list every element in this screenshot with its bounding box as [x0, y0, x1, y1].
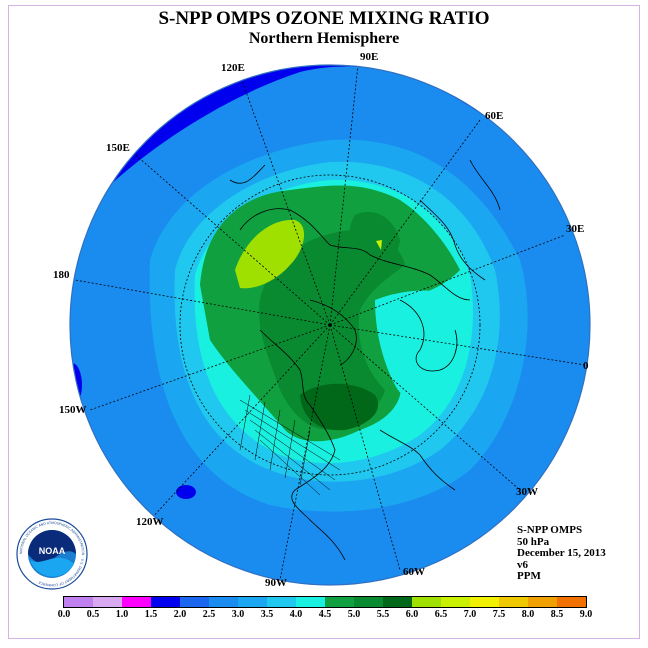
colorbar-swatch	[354, 597, 383, 607]
lon-label-90e: 90E	[360, 51, 379, 63]
colorbar-swatch	[93, 597, 122, 607]
lon-label-150w: 150W	[59, 404, 87, 416]
colorbar-tick-label: 7.0	[463, 609, 477, 620]
colorbar-tick-label: 9.0	[579, 609, 593, 620]
colorbar-tick-label: 8.5	[550, 609, 564, 620]
colorbar-tick-label: 0.5	[86, 609, 100, 620]
colorbar-tick-label: 3.5	[260, 609, 274, 620]
colorbar-swatch	[122, 597, 151, 607]
colorbar-tick-label: 6.5	[434, 609, 448, 620]
info-date: December 15, 2013	[517, 547, 606, 559]
colorbar-swatch	[470, 597, 499, 607]
info-instrument: S-NPP OMPS	[517, 524, 583, 536]
colorbar-swatch	[325, 597, 354, 607]
colorbar-swatch	[180, 597, 209, 607]
info-units: PPM	[517, 570, 541, 582]
figure-frame	[8, 5, 640, 639]
colorbar-swatch	[238, 597, 267, 607]
colorbar-tick-label: 5.5	[376, 609, 390, 620]
lon-label-60e: 60E	[485, 110, 504, 122]
colorbar-tick-label: 4.0	[289, 609, 303, 620]
info-level: 50 hPa	[517, 535, 550, 548]
colorbar-tick-label: 1.5	[144, 609, 158, 620]
colorbar-swatch	[441, 597, 470, 607]
colorbar-swatch	[412, 597, 441, 607]
ozone-blob-low	[176, 485, 196, 499]
lon-label-150e: 150E	[106, 142, 130, 154]
noaa-logo: NOAA NATIONAL OCEANIC AND ATMOSPHERIC AD…	[16, 518, 88, 590]
colorbar-tick-label: 1.0	[115, 609, 129, 620]
colorbar-swatch	[499, 597, 528, 607]
figure-title: S-NPP OMPS OZONE MIXING RATIO	[158, 8, 490, 29]
colorbar-tick-label: 2.0	[173, 609, 187, 620]
colorbar-tick-label: 6.0	[405, 609, 419, 620]
colorbar-tick-label: 4.5	[318, 609, 332, 620]
colorbar-swatch	[557, 597, 586, 607]
colorbar-swatch	[528, 597, 557, 607]
product-info: S-NPP OMPS 50 hPa December 15, 2013 v6 P…	[517, 524, 606, 583]
lon-label-120e: 120E	[221, 62, 245, 74]
ozone-level-5-0-fill	[259, 229, 405, 430]
colorbar-swatch	[267, 597, 296, 607]
colorbar-swatch	[383, 597, 412, 607]
ozone-level-5-5-fill	[300, 383, 379, 431]
noaa-logo-text: NOAA	[39, 546, 66, 556]
colorbar-swatch	[151, 597, 180, 607]
lon-label-180: 180	[53, 269, 70, 281]
colorbar-tick-label: 7.5	[492, 609, 506, 620]
colorbar-tick-label: 3.0	[231, 609, 245, 620]
colorbar-tick-label: 8.0	[521, 609, 535, 620]
ozone-level-6-0-fill	[235, 219, 305, 289]
lon-label-60w: 60W	[403, 566, 425, 578]
lon-label-120w: 120W	[136, 516, 164, 528]
colorbar-swatch	[64, 597, 93, 607]
lon-label-0: 0	[583, 360, 589, 372]
colorbar-swatch	[209, 597, 238, 607]
info-version: v6	[517, 558, 528, 571]
colorbar-tick-label: 2.5	[202, 609, 216, 620]
lon-label-90w: 90W	[265, 577, 287, 589]
figure-subtitle: Northern Hemisphere	[248, 30, 400, 47]
lon-label-30e: 30E	[566, 223, 585, 235]
colorbar-swatch	[296, 597, 325, 607]
lon-label-30w: 30W	[516, 486, 538, 498]
colorbar-tick-label: 0.0	[57, 609, 71, 620]
colorbar-tick-label: 5.0	[347, 609, 361, 620]
colorbar	[63, 596, 587, 608]
